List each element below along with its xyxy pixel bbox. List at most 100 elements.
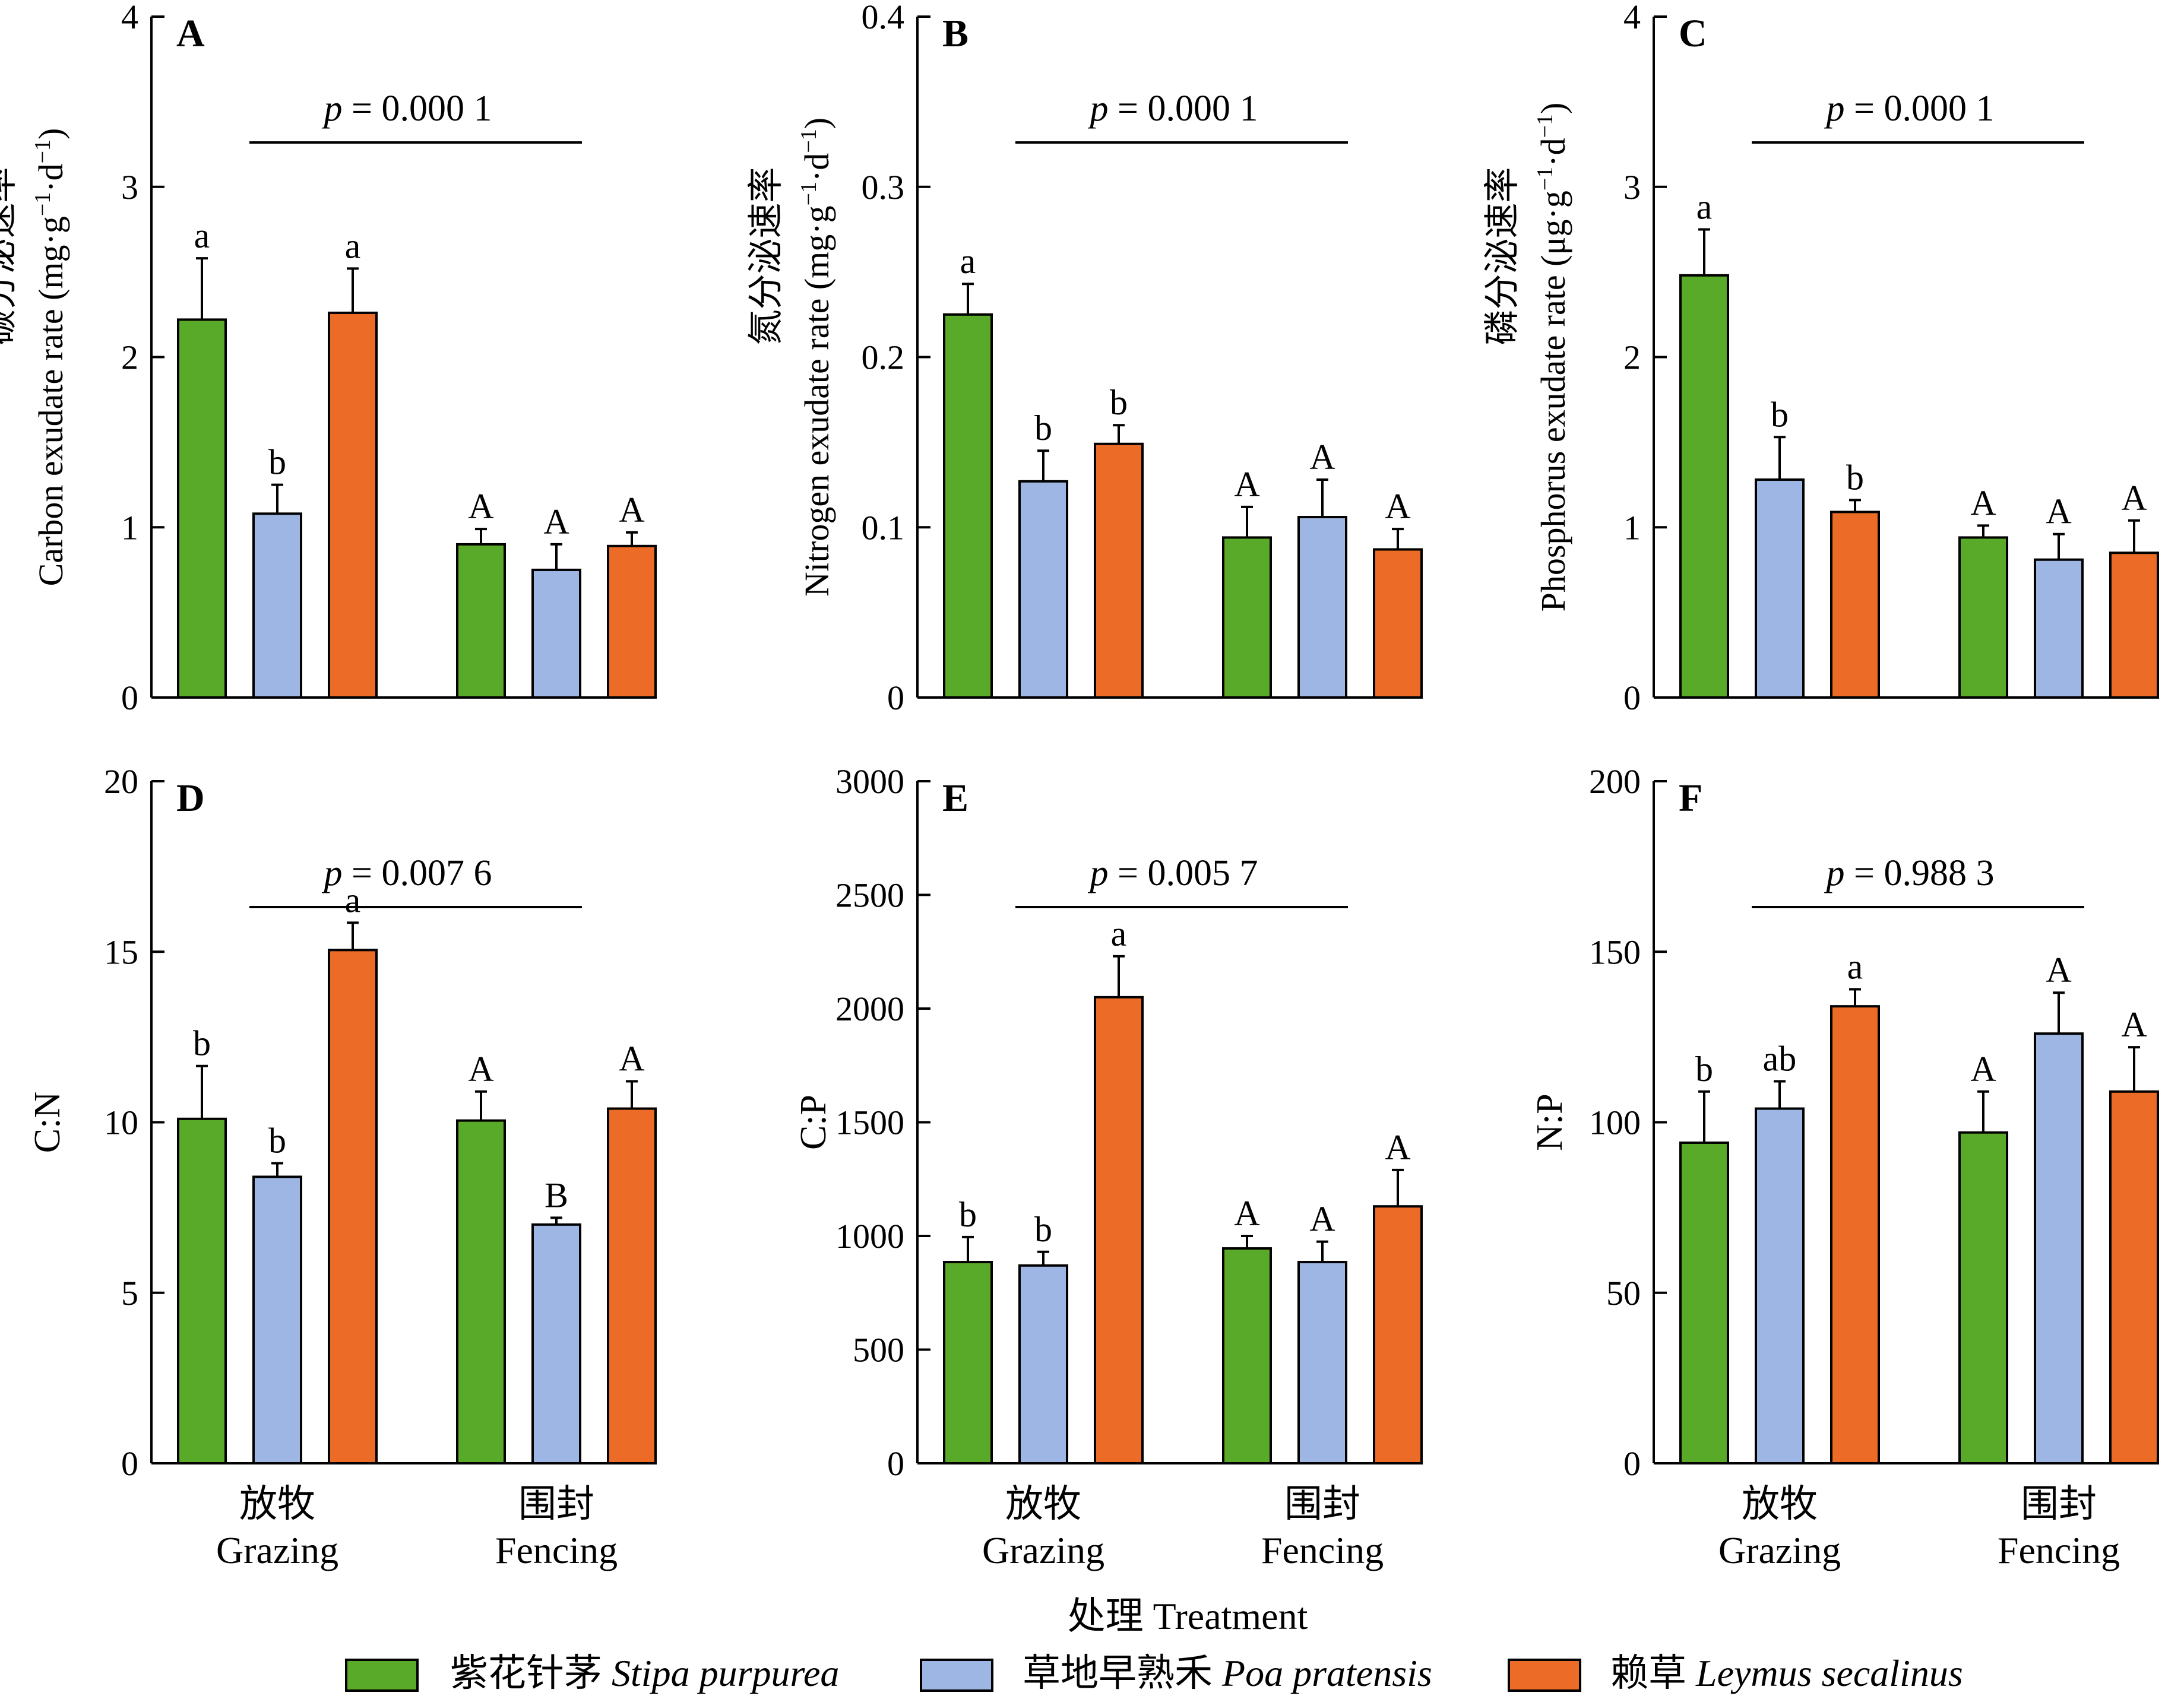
p-value: p = 0.988 3 <box>1824 853 1995 893</box>
bar-poa <box>531 568 581 699</box>
y-tick-label: 4 <box>121 0 138 36</box>
p-value: p = 0.007 6 <box>322 853 492 893</box>
y-tick-label: 5 <box>121 1274 138 1313</box>
y-axis-label: C:N <box>27 1092 68 1153</box>
bar-leymus <box>328 311 378 699</box>
group-label-en: Grazing <box>1718 1529 1841 1571</box>
group-label-cn: 围封 <box>1284 1483 1360 1525</box>
bar-stipa <box>1958 536 2008 699</box>
y-tick-label: 100 <box>1589 1104 1641 1142</box>
y-tick-label: 15 <box>104 933 138 971</box>
bar-poa <box>1018 1264 1068 1465</box>
group-label-en: Grazing <box>216 1529 338 1571</box>
significance-letter: b <box>268 443 286 482</box>
bar-poa <box>1755 478 1805 699</box>
significance-letter: b <box>1695 1050 1713 1089</box>
significance-letter: a <box>345 226 361 265</box>
significance-letter: A <box>619 490 644 530</box>
bar-stipa <box>943 1261 993 1464</box>
y-tick-label: 0.3 <box>862 168 905 207</box>
group-label-cn: 围封 <box>2021 1483 2097 1525</box>
panel-letter: F <box>1679 776 1702 820</box>
y-tick-label: 200 <box>1589 762 1641 801</box>
y-axis-label: N:P <box>1530 1093 1570 1150</box>
group-label-en: Fencing <box>1261 1529 1384 1571</box>
significance-letter: A <box>468 487 493 526</box>
y-tick-label: 3 <box>1623 168 1641 207</box>
bar-leymus <box>1373 1205 1423 1464</box>
y-tick-label: 0 <box>1623 679 1641 717</box>
bar-stipa <box>177 1117 227 1464</box>
significance-letter: a <box>194 216 210 255</box>
y-tick-label: 0.2 <box>862 338 905 377</box>
significance-letter: b <box>1034 408 1052 448</box>
y-tick-label: 4 <box>1623 0 1641 36</box>
bar-poa <box>2034 1032 2084 1464</box>
bar-poa <box>1018 480 1068 699</box>
y-axis-label-en: Phosphorus exudate rate (μg·g−1·d−1) <box>1533 103 1572 612</box>
y-tick-label: 0.1 <box>862 508 905 547</box>
bar-stipa <box>1679 1141 1729 1464</box>
legend-swatch-leymus <box>1508 1659 1581 1692</box>
group-label-cn: 放牧 <box>1005 1483 1081 1525</box>
significance-letter: A <box>1234 465 1259 504</box>
legend-label-stipa: 紫花针茅 Stipa purpurea <box>450 1652 839 1694</box>
group-label-cn: 放牧 <box>239 1483 315 1525</box>
group-label-en: Fencing <box>1998 1529 2120 1571</box>
panel-letter: A <box>176 12 205 55</box>
y-tick-label: 0 <box>887 679 904 717</box>
y-tick-label: 150 <box>1589 933 1641 971</box>
legend-label-leymus: 赖草 Leymus secalinus <box>1610 1652 1963 1694</box>
bar-stipa <box>456 543 506 699</box>
significance-letter: b <box>193 1024 211 1063</box>
significance-letter: A <box>2046 950 2071 990</box>
significance-letter: A <box>1970 1050 1996 1089</box>
y-tick-label: 500 <box>853 1331 904 1370</box>
bar-poa <box>1297 516 1347 699</box>
significance-letter: b <box>1771 395 1789 434</box>
bar-leymus <box>1830 1005 1880 1465</box>
legend-swatch-poa <box>920 1659 993 1692</box>
group-label-en: Grazing <box>982 1529 1104 1571</box>
legend-item-leymus: 赖草 Leymus secalinus <box>1508 1652 1963 1694</box>
y-tick-label: 2 <box>121 338 138 377</box>
panel-letter: E <box>942 776 968 820</box>
y-axis-label-cn: 磷分泌速率 <box>1483 167 1522 345</box>
y-tick-label: 50 <box>1606 1274 1641 1313</box>
p-value: p = 0.000 1 <box>1824 88 1995 129</box>
significance-letter: A <box>1309 1200 1335 1239</box>
significance-letter: A <box>543 502 569 541</box>
bar-poa <box>252 1175 302 1465</box>
y-tick-label: 1 <box>121 508 138 547</box>
y-axis-label-cn: 氮分泌速率 <box>746 167 786 345</box>
bar-stipa <box>943 313 993 699</box>
bar-leymus <box>1094 442 1144 699</box>
panel-f: 0 50 100 150 200 Fp = 0.988 3 N:P b Aab Aa A 放牧Graz… <box>1530 762 2159 1571</box>
significance-letter: b <box>1846 458 1864 497</box>
significance-letter: A <box>1970 483 1996 522</box>
legend-swatch-stipa <box>345 1659 419 1692</box>
legend: 紫花针茅 Stipa purpurea 草地早熟禾 Poa pratensis … <box>345 1652 1963 1694</box>
significance-letter: A <box>1385 1128 1410 1167</box>
significance-letter: A <box>1309 438 1335 477</box>
y-tick-label: 3 <box>121 168 138 207</box>
group-label-en: Fencing <box>495 1529 618 1571</box>
significance-letter: a <box>960 242 976 281</box>
bar-leymus <box>2109 551 2159 699</box>
significance-letter: a <box>1696 187 1713 226</box>
panel-letter: C <box>1679 12 1707 55</box>
bar-stipa <box>1679 274 1729 699</box>
significance-letter: a <box>345 880 361 920</box>
bar-stipa <box>1222 536 1272 699</box>
significance-letter: a <box>1847 947 1863 986</box>
legend-item-poa: 草地早熟禾 Poa pratensis <box>920 1652 1432 1694</box>
significance-letter: b <box>1034 1210 1052 1249</box>
y-tick-label: 0 <box>121 1444 138 1483</box>
p-value: p = 0.000 1 <box>322 88 492 129</box>
y-tick-label: 10 <box>104 1104 138 1142</box>
bar-leymus <box>1094 996 1144 1464</box>
significance-letter: b <box>268 1121 286 1160</box>
significance-letter: a <box>1111 914 1127 953</box>
